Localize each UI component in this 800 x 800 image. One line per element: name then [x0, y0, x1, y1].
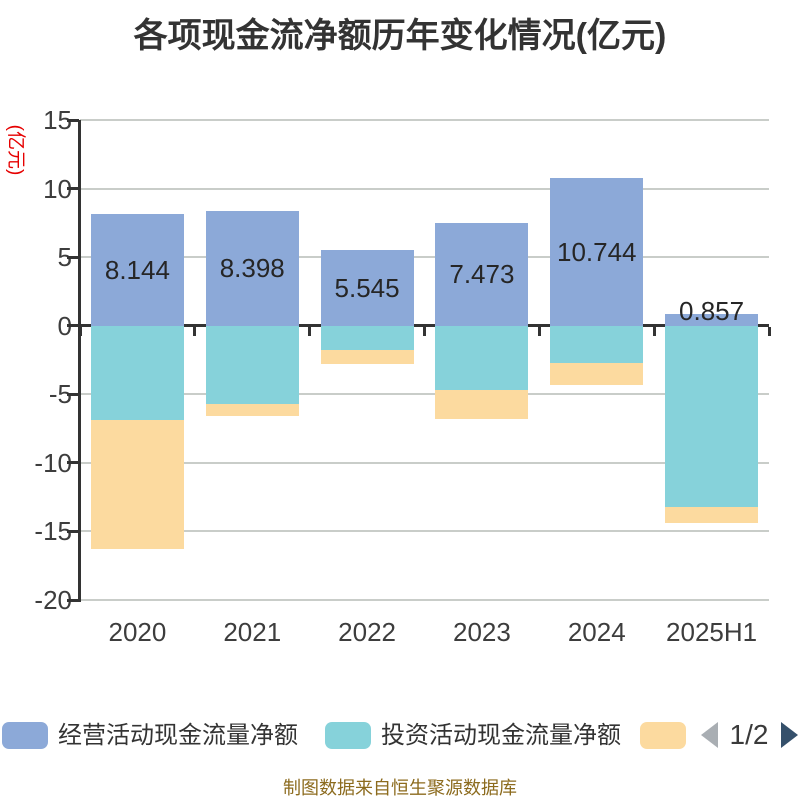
x-axis-tick	[537, 326, 541, 336]
bar-segment-financing[interactable]	[320, 350, 414, 365]
x-axis-zero-line	[80, 324, 769, 328]
y-axis-tick	[67, 598, 79, 602]
bar-segment-operating[interactable]	[550, 178, 644, 326]
legend-pager-prev-icon[interactable]	[701, 722, 718, 748]
x-axis-tick	[193, 326, 197, 336]
legend-swatch-2[interactable]	[325, 722, 371, 749]
bar-segment-financing[interactable]	[550, 362, 644, 385]
gridline	[80, 599, 769, 601]
bar-value-label: 5.545	[334, 272, 400, 303]
y-axis-tick	[67, 187, 79, 191]
legend: 1/2 经营活动现金流量净额 投资活动现金流量净额	[0, 720, 800, 752]
y-axis-label: -20	[34, 585, 72, 615]
x-axis-label: 2021	[223, 617, 282, 647]
y-axis-tick	[67, 324, 79, 328]
y-axis-label: 5	[57, 242, 72, 273]
x-axis-tick	[423, 326, 426, 336]
bar-value-label: 7.473	[449, 259, 515, 290]
y-axis-tick	[67, 255, 79, 259]
bar-segment-financing[interactable]	[90, 420, 184, 550]
bar-segment-operating[interactable]	[665, 313, 759, 326]
x-axis-tick	[308, 326, 312, 336]
bar-segment-financing[interactable]	[435, 390, 529, 419]
bar-value-label: 0.857	[679, 295, 745, 326]
bar-segment-operating[interactable]	[205, 210, 299, 326]
y-axis-label: -15	[34, 516, 72, 547]
y-axis-label: 10	[43, 173, 72, 204]
plot-area: 15 10 5 0 -5 -10 -15 -20 8.144 2020 8.398 2021 5.545…	[34, 106, 771, 646]
y-axis-tick	[67, 529, 79, 533]
y-axis-label: 15	[43, 105, 72, 135]
bar-segment-operating[interactable]	[90, 214, 184, 326]
y-axis-label: 0	[57, 310, 72, 341]
y-axis-label: -5	[48, 379, 72, 410]
y-axis-line	[78, 120, 81, 602]
legend-swatch-3[interactable]	[640, 722, 686, 749]
chart-title: 各项现金流净额历年变化情况(亿元)	[133, 17, 667, 55]
bar-segment-investing[interactable]	[205, 325, 299, 404]
x-axis-tick	[767, 326, 771, 336]
gridline	[80, 393, 769, 396]
x-axis-label: 2025H1	[666, 617, 758, 647]
y-axis-tick	[67, 118, 79, 122]
x-axis-tick	[652, 326, 656, 336]
y-axis-tick	[67, 392, 79, 396]
legend-pager-text: 1/2	[729, 719, 769, 750]
x-axis-label: 2023	[452, 617, 511, 647]
y-axis-label: -10	[34, 447, 72, 478]
bar-segment-investing[interactable]	[435, 325, 529, 391]
x-axis-label: 2022	[338, 617, 396, 647]
bar-value-label: 8.398	[219, 253, 285, 284]
x-axis-label: 2020	[108, 617, 167, 647]
bar-value-label: 8.144	[104, 254, 170, 285]
legend-pager-next-icon[interactable]	[781, 722, 798, 748]
bar-segment-financing[interactable]	[205, 403, 299, 417]
bar-segment-operating[interactable]	[435, 223, 529, 326]
gridline	[80, 530, 769, 533]
bar-segment-financing[interactable]	[665, 506, 759, 524]
gridline	[80, 461, 769, 464]
x-axis-tick	[78, 326, 82, 336]
data-source-caption: 制图数据来自恒生聚源数据库	[283, 778, 517, 798]
bar-segment-operating[interactable]	[320, 249, 414, 326]
gridline	[80, 187, 769, 190]
legend-swatch-1[interactable]	[2, 722, 48, 749]
gridline	[80, 256, 769, 259]
y-axis-tick	[67, 461, 79, 465]
bar-value-label: 10.744	[556, 237, 637, 268]
gridline	[80, 119, 769, 121]
bar-segment-investing[interactable]	[550, 325, 644, 363]
legend-label-2[interactable]: 投资活动现金流量净额	[381, 722, 621, 749]
legend-label-1[interactable]: 经营活动现金流量净额	[58, 722, 298, 749]
bar-segment-investing[interactable]	[665, 325, 759, 507]
x-axis-label: 2024	[567, 617, 626, 647]
bar-segment-investing[interactable]	[320, 325, 414, 351]
bar-segment-investing[interactable]	[90, 325, 184, 421]
